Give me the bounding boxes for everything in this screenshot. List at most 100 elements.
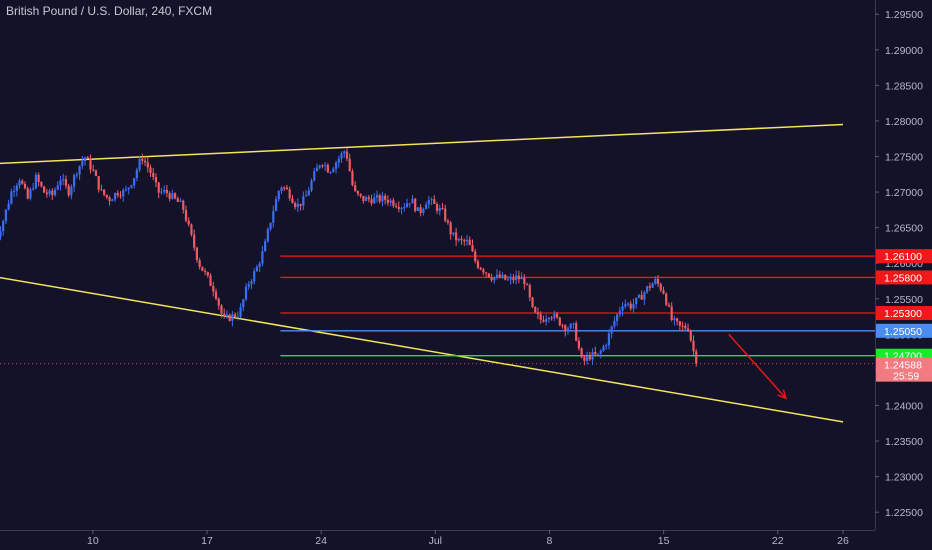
candle-body [313, 171, 316, 181]
candle-body [416, 207, 420, 211]
candle-body [414, 198, 417, 211]
candle-body [187, 220, 190, 225]
candle-body [294, 203, 297, 208]
candle-body [12, 191, 16, 193]
candle-body [487, 273, 490, 278]
y-tick-label: 1.22500 [885, 507, 923, 519]
candle-body [119, 195, 122, 197]
level-label-text: 1.26100 [884, 251, 922, 263]
candle-body [212, 286, 215, 292]
candle-body [67, 185, 70, 196]
candle-body [4, 209, 8, 222]
candle-body [152, 173, 155, 178]
candle-body [111, 199, 114, 202]
candle-body [236, 316, 239, 318]
candle-body [599, 350, 602, 354]
candle-body [555, 313, 559, 318]
candle-body [624, 304, 627, 307]
x-tick-label: 22 [772, 535, 784, 547]
candle-body [651, 283, 654, 288]
candle-body [75, 174, 78, 176]
candle-body [594, 352, 597, 355]
candle-body [539, 314, 542, 320]
candle-body [23, 183, 27, 189]
candle-body [558, 317, 561, 326]
current-price-bg [876, 357, 932, 382]
candle-body [195, 247, 199, 261]
candle-body [228, 314, 231, 321]
candle-body [659, 283, 662, 291]
candle-body [583, 357, 586, 361]
y-tick-label: 1.25500 [885, 294, 923, 306]
candle-body [321, 165, 324, 167]
x-tick-label: 26 [837, 535, 849, 547]
candle-body [678, 321, 681, 326]
candle-body [553, 313, 556, 319]
candle-body [397, 206, 400, 209]
candle-body [32, 188, 35, 190]
candle-body [616, 314, 619, 321]
candle-body [48, 190, 51, 195]
candle-body [83, 157, 87, 162]
candle-body [572, 323, 575, 325]
candle-body [258, 263, 261, 267]
candle-body [94, 170, 98, 177]
candle-body [517, 275, 520, 280]
candle-body [247, 284, 250, 287]
candle-body [272, 210, 275, 223]
candle-body [400, 207, 403, 209]
x-tick-label: 17 [201, 535, 213, 547]
candle-body [324, 165, 327, 167]
x-tick-label: 15 [658, 535, 670, 547]
candle-body [141, 158, 144, 161]
candle-body [370, 199, 373, 204]
candle-body [21, 180, 24, 184]
candle-body [133, 178, 136, 186]
candle-body [304, 195, 308, 197]
candle-body [547, 317, 550, 320]
candle-body [695, 351, 698, 364]
candle-body [73, 175, 76, 187]
y-tick-label: 1.27000 [885, 187, 923, 199]
y-tick-label: 1.28500 [885, 80, 923, 92]
x-tick-label: Jul [429, 535, 442, 547]
candle-body [310, 180, 313, 191]
candle-body [43, 186, 46, 193]
lower-trendline [0, 276, 844, 423]
candle-body [545, 319, 548, 322]
candle-body [81, 161, 84, 166]
candle-body [509, 277, 512, 280]
candle-body [433, 199, 436, 205]
candle-body [182, 200, 185, 210]
candle-body [223, 313, 226, 317]
candle-body [654, 278, 657, 284]
candle-body [203, 270, 207, 273]
level-label-text: 1.25050 [884, 326, 922, 338]
candle-body [89, 158, 92, 170]
candle-body [444, 208, 447, 221]
candle-body [479, 267, 482, 270]
level-label-resistance-1.25300: 1.25300 [876, 306, 932, 321]
candle-body [351, 171, 354, 186]
level-label-bg [876, 323, 932, 338]
candle-body [51, 190, 54, 196]
candle-body [40, 182, 43, 187]
candle-body [209, 275, 212, 287]
candle-body [326, 165, 329, 173]
candle-body [460, 238, 463, 241]
level-label-resistance-1.25800: 1.25800 [876, 270, 932, 285]
candle-body [239, 307, 242, 317]
candle-body [635, 297, 638, 305]
candle-body [449, 222, 452, 235]
candle-body [340, 153, 343, 159]
candle-body [392, 200, 395, 206]
candle-body [621, 306, 624, 311]
candle-body [441, 207, 444, 209]
candle-body [520, 277, 523, 280]
candle-body [482, 269, 485, 273]
candle-body [348, 158, 351, 172]
candle-body [18, 180, 21, 186]
candle-body [359, 193, 362, 196]
